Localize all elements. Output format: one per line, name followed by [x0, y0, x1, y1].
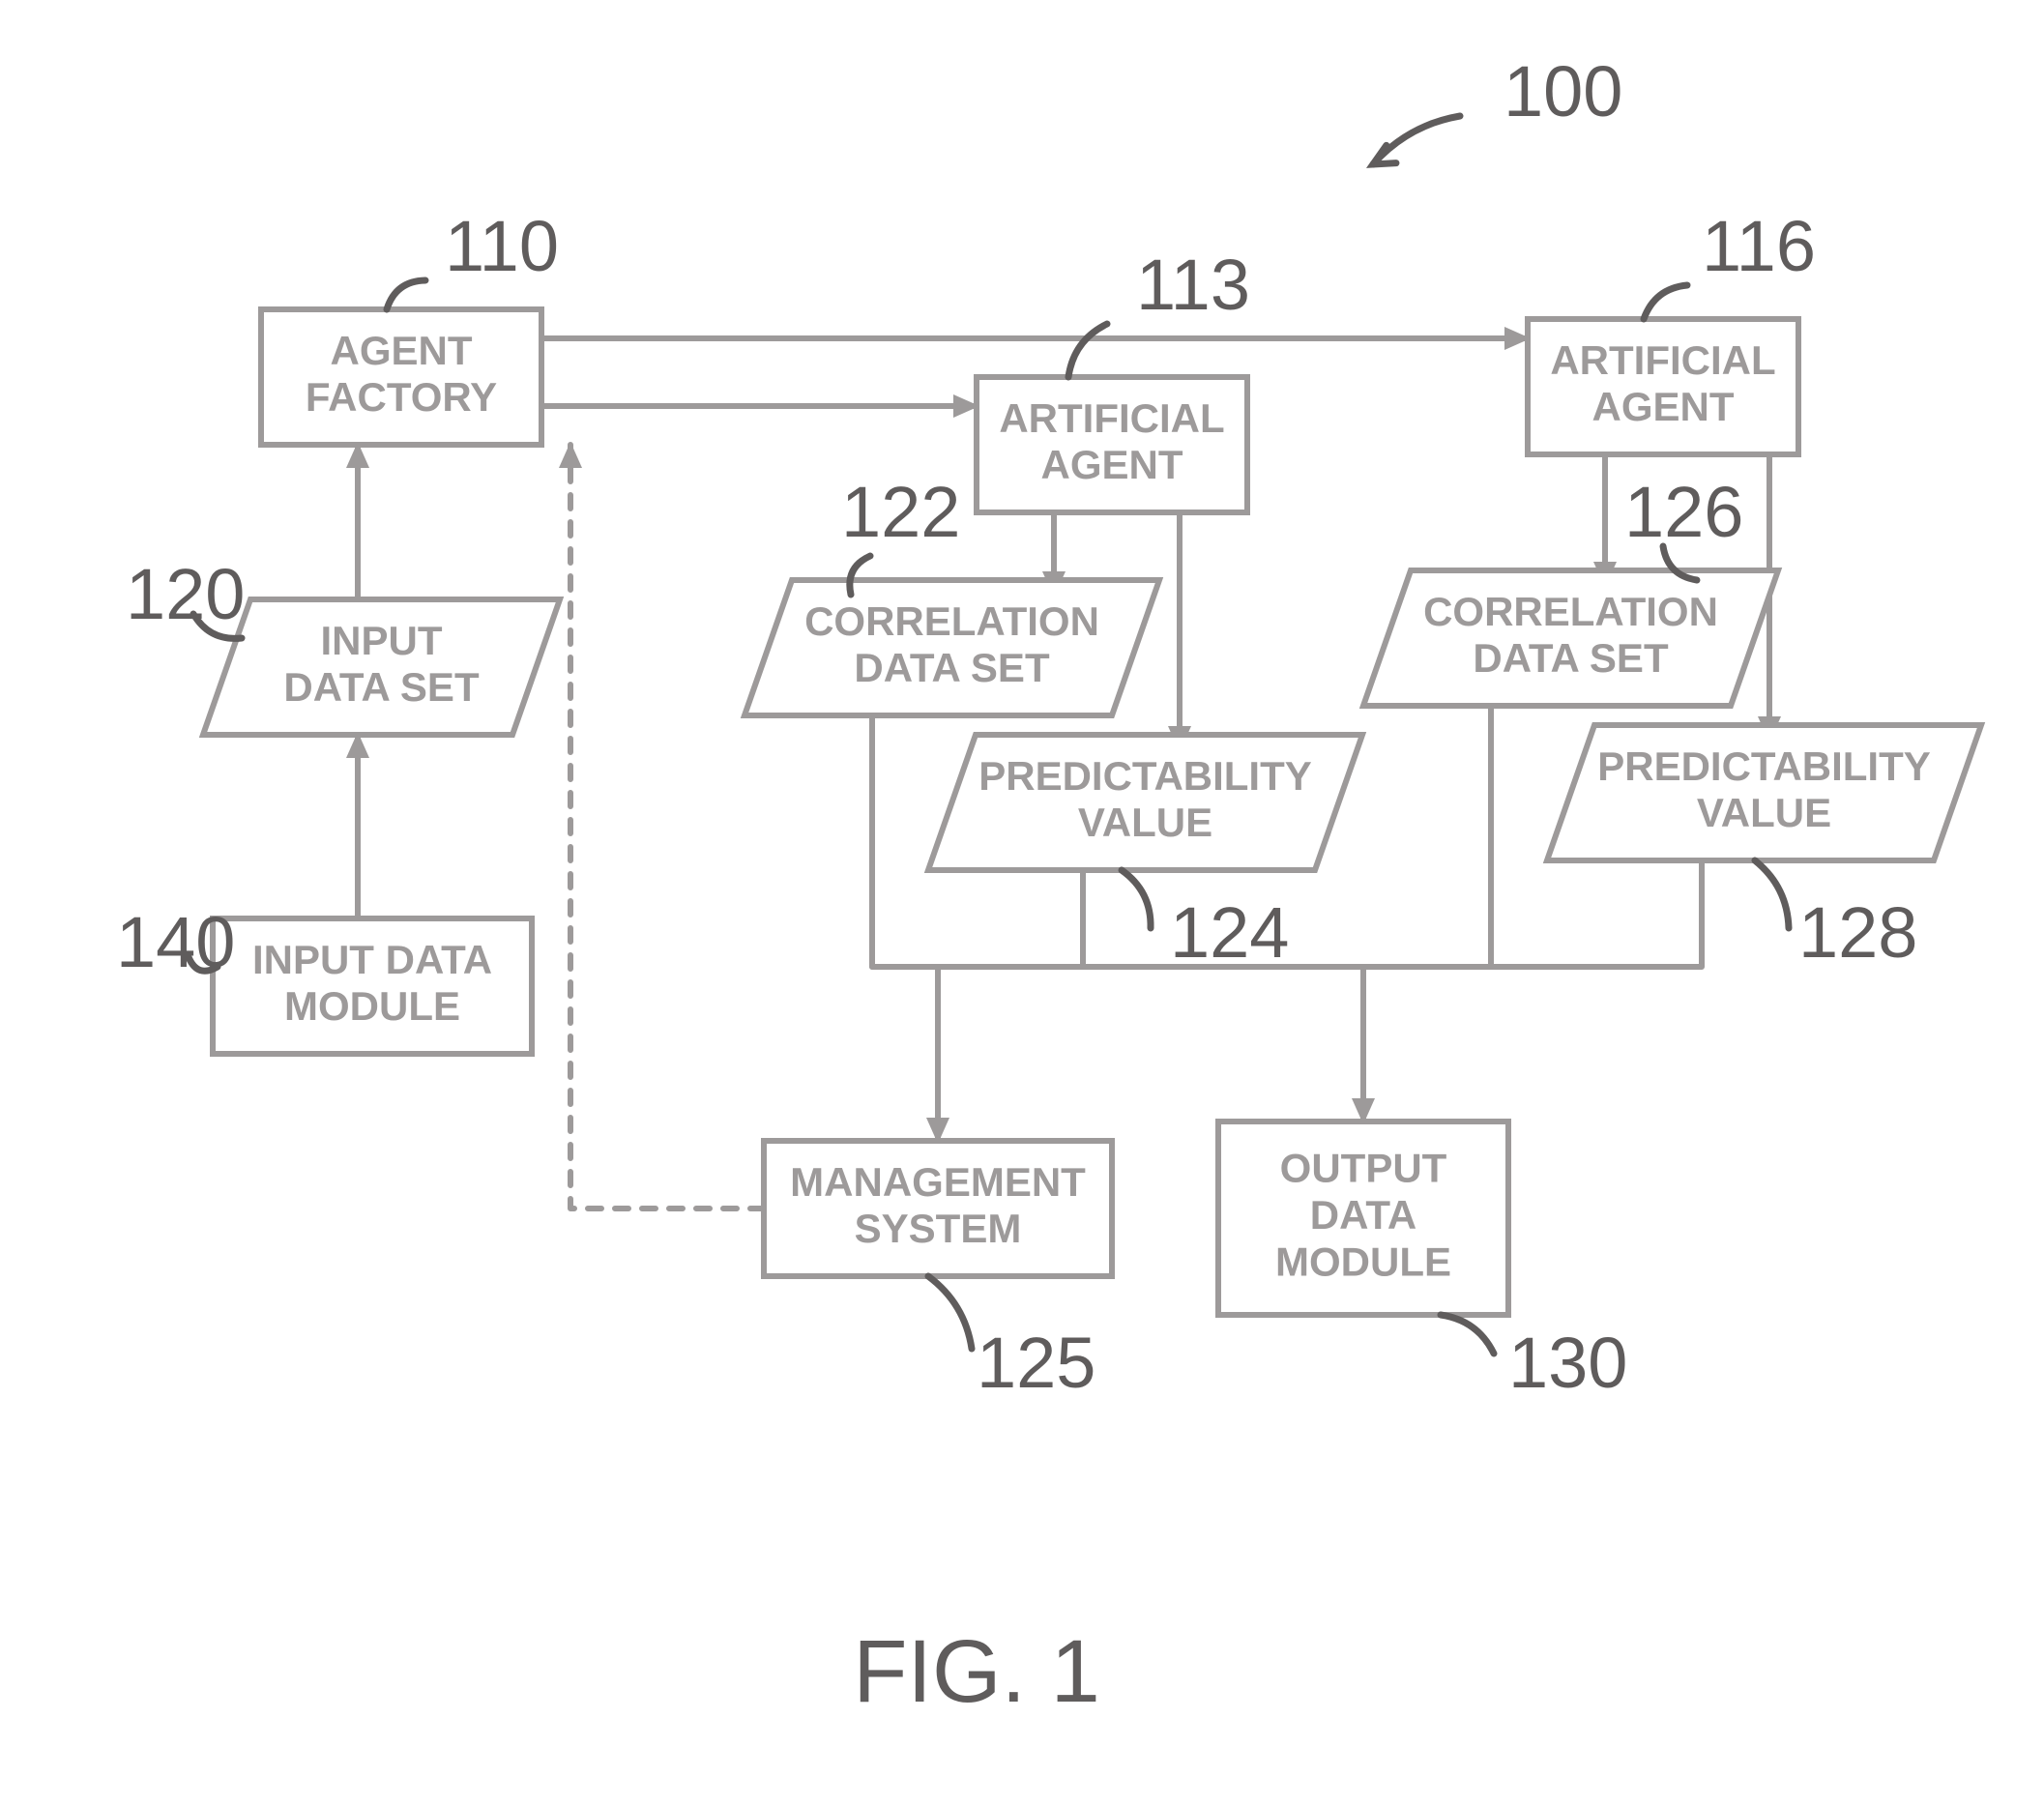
edge — [872, 715, 938, 967]
system-anno-lead — [1373, 116, 1460, 164]
anno-artificial-agent-1: 113 — [1136, 245, 1250, 325]
node-input-data-set: INPUTDATA SET — [203, 599, 560, 735]
anno-correlation-2: 126 — [1624, 472, 1743, 552]
node-predictability-1: PREDICTABILITYVALUE — [928, 735, 1362, 870]
anno-lead — [928, 1276, 972, 1349]
node-input-data-module: INPUT DATAMODULE — [213, 918, 532, 1054]
anno-lead — [387, 280, 425, 309]
node-output-data-module: OUTPUTDATAMODULE — [1218, 1121, 1508, 1315]
anno-input-data-module: 140 — [116, 902, 235, 982]
node-agent-factory: AGENTFACTORY — [261, 309, 541, 445]
node-correlation-2: CORRELATIONDATA SET — [1363, 570, 1778, 706]
node-artificial-agent-2: ARTIFICIALAGENT — [1528, 319, 1798, 454]
anno-correlation-1: 122 — [841, 472, 960, 552]
diagram-canvas: AGENTFACTORY ARTIFICIALAGENT ARTIFICIALAGE… — [0, 0, 2044, 1806]
anno-input-data-set: 120 — [126, 554, 245, 634]
node-predictability-2: PREDICTABILITYVALUE — [1547, 725, 1981, 860]
node-correlation-1: CORRELATIONDATA SET — [745, 580, 1159, 715]
node-label: AGENTFACTORY — [306, 328, 497, 420]
edge — [570, 445, 764, 1209]
system-anno-label: 100 — [1504, 51, 1622, 131]
anno-lead — [1068, 324, 1107, 377]
anno-lead — [1122, 870, 1151, 928]
node-artificial-agent-1: ARTIFICIALAGENT — [977, 377, 1247, 512]
anno-output-data-module: 130 — [1508, 1323, 1627, 1403]
figure-caption: FIG. 1 — [853, 1622, 1100, 1721]
node-label: INPUT DATAMODULE — [252, 937, 492, 1029]
anno-lead — [1755, 860, 1789, 928]
anno-predictability-2: 128 — [1798, 892, 1917, 973]
anno-management-system: 125 — [977, 1323, 1095, 1403]
node-management-system: MANAGEMENTSYSTEM — [764, 1141, 1112, 1276]
nodes-layer: AGENTFACTORY ARTIFICIALAGENT ARTIFICIALAGE… — [203, 309, 1981, 1315]
anno-predictability-1: 124 — [1170, 892, 1289, 973]
anno-lead — [1441, 1315, 1494, 1354]
anno-artificial-agent-2: 116 — [1702, 206, 1816, 286]
anno-agent-factory: 110 — [445, 206, 559, 286]
anno-lead — [1644, 285, 1687, 319]
